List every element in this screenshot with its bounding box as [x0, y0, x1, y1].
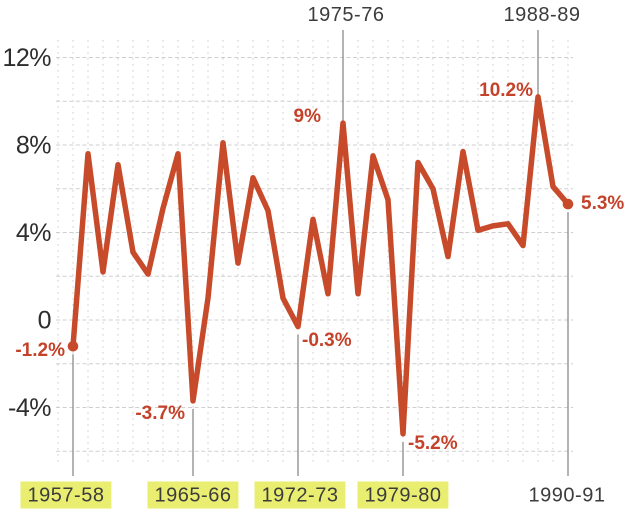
value-annotation: -3.7% [135, 403, 185, 424]
value-annotation: -1.2% [15, 340, 65, 361]
year-highlight-box [20, 481, 112, 509]
y-tick-label: 8% [16, 132, 51, 160]
top-year-callouts: 1975-76 1988-89 [308, 4, 581, 26]
y-axis-labels: 12% 8% 4% 0 -4% [2, 44, 51, 422]
value-annotation: -5.2% [408, 433, 458, 454]
growth-line [70, 94, 571, 437]
bottom-year-label: 1965-66 [155, 485, 232, 507]
y-tick-label: 0 [38, 307, 51, 335]
data-point-marker [67, 341, 79, 352]
callout-connectors [72, 30, 569, 476]
value-annotation: 9% [294, 106, 322, 127]
bottom-year-label: 1979-80 [365, 485, 442, 507]
value-annotation: 10.2% [479, 80, 533, 101]
year-highlight-box [254, 481, 346, 509]
bottom-year-label: 1990-91 [529, 485, 606, 507]
top-year-label: 1975-76 [308, 4, 385, 26]
bottom-year-label: 1957-58 [28, 485, 105, 507]
top-year-label: 1988-89 [504, 4, 581, 26]
y-tick-label: -4% [8, 394, 51, 422]
y-tick-label: 4% [16, 219, 51, 247]
data-point-marker [562, 198, 574, 210]
value-annotations: -1.2% -3.7% -0.3% 9% -5.2% 10.2% 5.3% [15, 80, 624, 454]
year-highlight-box [147, 481, 239, 509]
endpoint-markers [67, 198, 574, 352]
value-annotation: -0.3% [302, 330, 352, 351]
value-annotation: 5.3% [581, 193, 624, 214]
bottom-year-label: 1972-73 [262, 485, 339, 507]
year-highlight-box [357, 481, 449, 509]
bottom-year-labels: 1957-58 1965-66 1972-73 1979-80 1990-91 [20, 481, 606, 509]
y-tick-label: 12% [2, 44, 51, 72]
